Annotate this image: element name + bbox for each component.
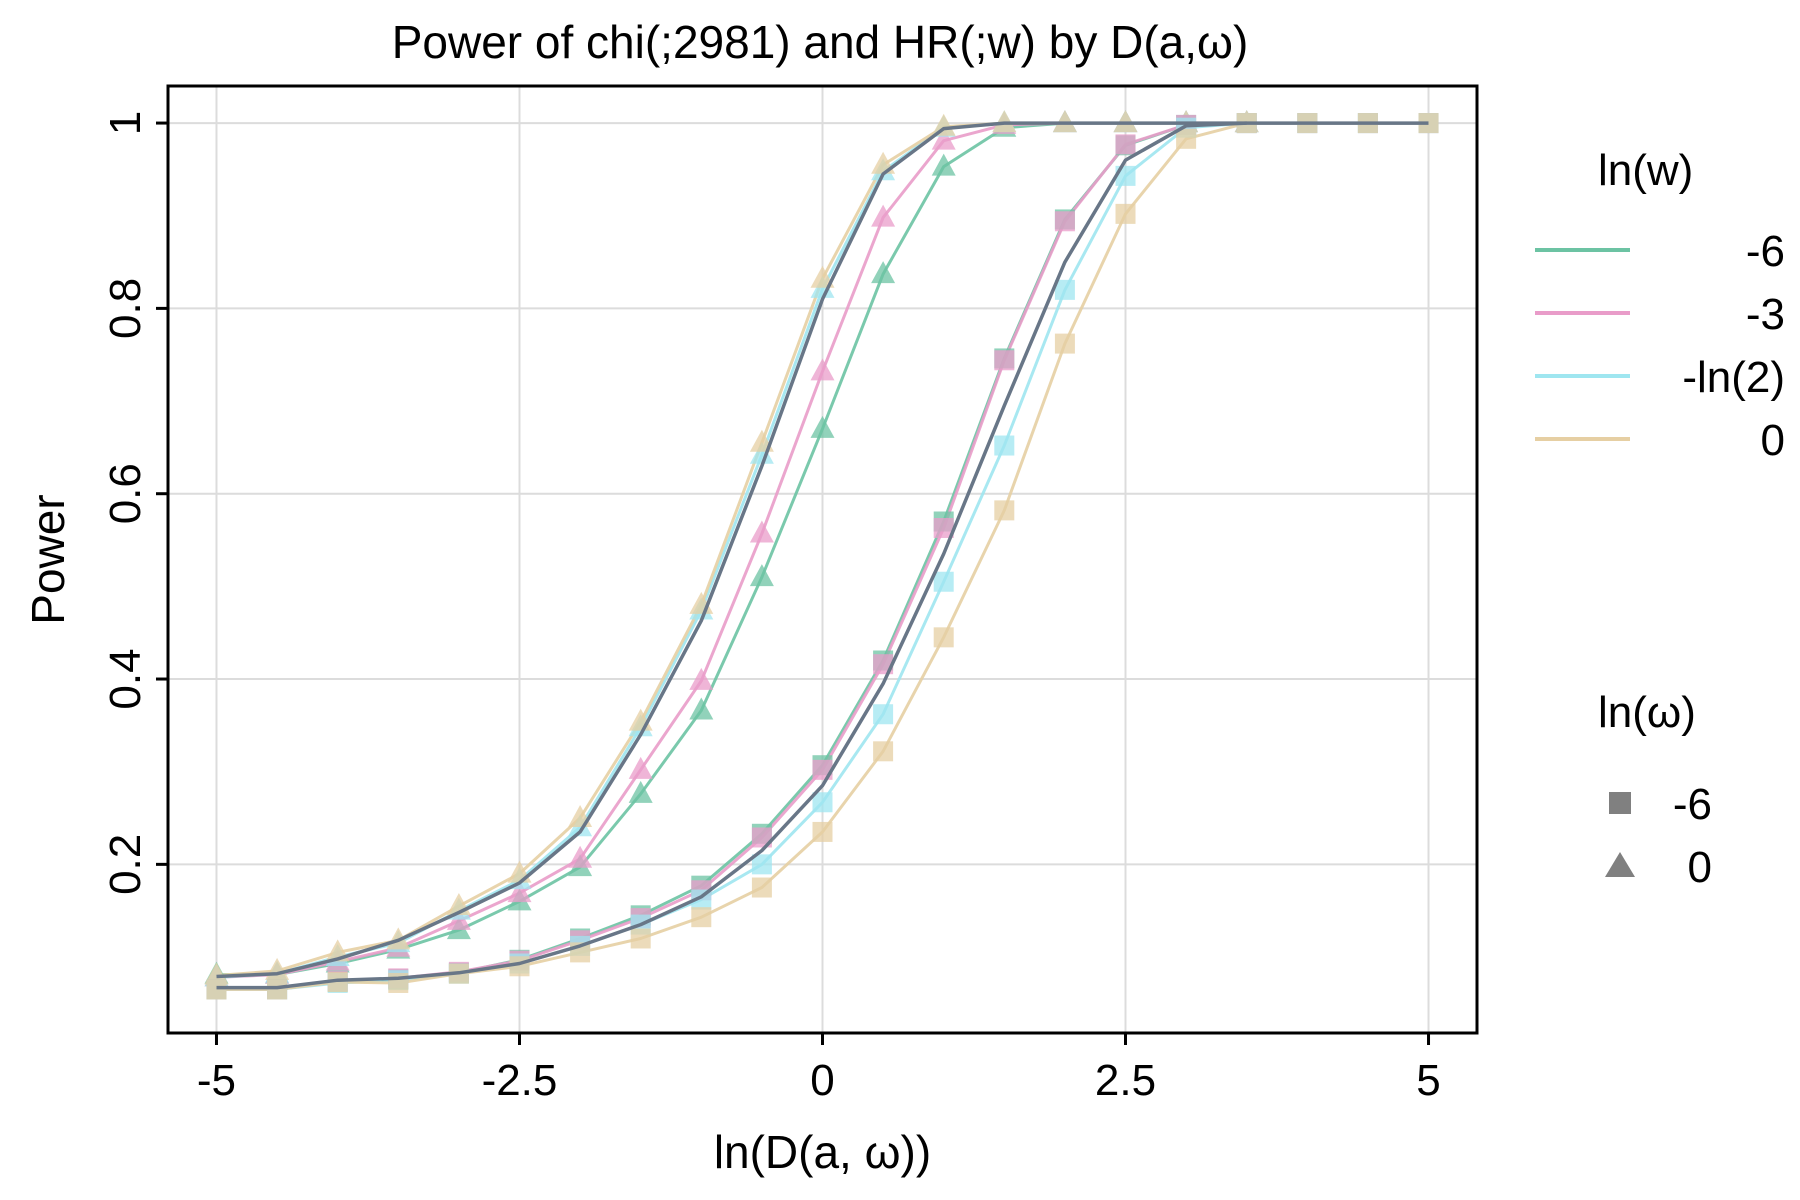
y-axis-title: Power [22, 494, 74, 624]
data-point-square [751, 854, 772, 875]
data-point-triangle [628, 780, 653, 803]
data-point-square [1418, 113, 1439, 134]
y-tick-label: 1 [101, 111, 150, 135]
data-point-triangle [689, 667, 714, 690]
legend-omega-label: 0 [1688, 843, 1712, 892]
data-point-triangle [749, 441, 774, 464]
legend-omega-triangle-marker [1605, 852, 1635, 877]
data-point-square [873, 741, 894, 762]
legend-w-label: -6 [1746, 227, 1785, 276]
data-point-square [1115, 203, 1136, 224]
data-point-square [1054, 333, 1075, 354]
y-axis-ticks: 0.2 0.4 0.6 0.8 1 [101, 111, 168, 895]
data-point-triangle [871, 261, 896, 284]
data-point-triangle [749, 564, 774, 587]
series-line-w0-omega0 [216, 121, 1247, 977]
data-point-triangle [628, 756, 653, 779]
grid [168, 86, 1477, 1033]
series-line-w-6-omega0 [216, 121, 1247, 977]
data-point-triangle [931, 113, 956, 136]
data-point-square [267, 979, 288, 1000]
legend-omega-title: ln(ω) [1598, 688, 1696, 737]
data-point-square [1176, 128, 1197, 149]
data-point-square [933, 517, 954, 538]
data-point-square [994, 350, 1015, 371]
x-tick-label: 0 [810, 1056, 834, 1105]
x-axis-title: ln(D(a, ω)) [714, 1126, 931, 1178]
data-point-triangle [931, 153, 956, 176]
data-point-square [1115, 134, 1136, 155]
chi-line-omega--6 [216, 121, 1429, 990]
data-point-square [691, 907, 712, 928]
data-point-square [630, 928, 651, 949]
chi-line-omega-0 [216, 121, 1247, 979]
data-point-square [812, 821, 833, 842]
data-point-triangle [992, 110, 1017, 133]
data-point-square [994, 435, 1015, 456]
data-point-square [933, 627, 954, 648]
data-point-square [1054, 211, 1075, 232]
data-point-square [994, 500, 1015, 521]
data-point-triangle [931, 127, 956, 150]
legend-omega: ln(ω) -6 0 [1598, 688, 1712, 892]
legend-omega-label: -6 [1673, 780, 1712, 829]
data-point-triangle [810, 265, 835, 288]
legend-w: ln(w) -6 -3 -ln(2) 0 [1535, 146, 1785, 465]
y-tick-label: 0.4 [101, 648, 150, 709]
x-axis-ticks: -5 -2.5 0 2.5 5 [197, 1033, 1441, 1105]
legend-omega-square-marker [1609, 792, 1631, 814]
data-point-triangle [871, 151, 896, 174]
y-tick-label: 0.8 [101, 278, 150, 339]
series-line-w-ln(2)-omega0 [216, 121, 1247, 979]
data-point-triangle [1052, 110, 1077, 133]
legend-w-title: ln(w) [1598, 146, 1693, 195]
data-point-triangle [1113, 110, 1138, 133]
data-point-triangle [810, 358, 835, 381]
series-line-w-3-omega0 [216, 121, 1247, 979]
data-point-triangle [204, 962, 229, 985]
x-tick-label: -5 [197, 1056, 236, 1105]
data-point-square [873, 704, 894, 725]
data-point-triangle [749, 520, 774, 543]
data-point-triangle [507, 880, 532, 903]
data-point-triangle [689, 697, 714, 720]
data-point-triangle [568, 845, 593, 868]
data-point-square [206, 979, 227, 1000]
legend-w-label: -3 [1746, 290, 1785, 339]
legend-w-label: 0 [1761, 416, 1785, 465]
data-point-triangle [810, 415, 835, 438]
data-point-square [751, 827, 772, 848]
legend-w-label: -ln(2) [1682, 353, 1785, 402]
data-point-triangle [871, 204, 896, 227]
data-point-square [933, 571, 954, 592]
chi-lines [216, 121, 1429, 990]
x-tick-label: -2.5 [482, 1056, 558, 1105]
y-tick-label: 0.2 [101, 834, 150, 895]
data-point-square [812, 792, 833, 813]
chart-title: Power of chi(;2981) and HR(;w) by D(a,ω) [392, 16, 1249, 68]
x-tick-label: 2.5 [1095, 1056, 1156, 1105]
data-point-square [1054, 279, 1075, 300]
series-markers [204, 110, 1439, 1000]
y-tick-label: 0.6 [101, 463, 150, 524]
data-point-square [751, 877, 772, 898]
data-point-square [327, 972, 348, 993]
x-tick-label: 5 [1416, 1056, 1440, 1105]
